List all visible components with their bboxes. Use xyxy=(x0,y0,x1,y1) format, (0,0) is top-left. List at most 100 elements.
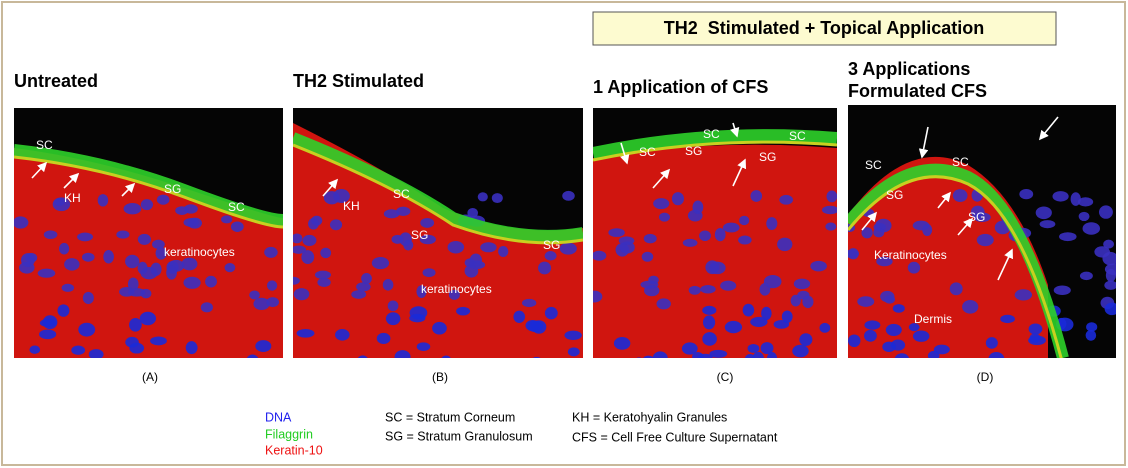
nucleus xyxy=(1104,280,1116,290)
nucleus xyxy=(760,342,774,355)
nucleus xyxy=(183,276,201,289)
arrow xyxy=(620,142,630,165)
nucleus xyxy=(912,220,930,231)
nucleus xyxy=(43,230,58,239)
nucleus xyxy=(1105,268,1116,282)
region-label: Dermis xyxy=(914,312,952,326)
nucleus xyxy=(799,333,813,346)
nucleus xyxy=(907,261,921,274)
nucleus xyxy=(394,350,411,358)
nucleus xyxy=(308,217,319,230)
banner-box xyxy=(592,11,1057,46)
nucleus xyxy=(653,198,670,210)
nucleus xyxy=(985,337,998,349)
nucleus xyxy=(1035,206,1052,220)
filaggrin xyxy=(293,132,583,242)
arrow xyxy=(997,248,1013,281)
panel-caption: (A) xyxy=(142,370,158,384)
nucleus xyxy=(962,300,979,314)
nucleus xyxy=(752,351,764,358)
nucleus xyxy=(777,237,793,252)
nucleus xyxy=(699,230,711,242)
nucleus xyxy=(14,216,29,229)
nucleus xyxy=(527,320,543,333)
nucleus xyxy=(293,288,310,301)
nucleus xyxy=(491,193,503,204)
nucleus xyxy=(97,194,109,207)
nucleus xyxy=(357,355,368,358)
nucleus xyxy=(314,270,331,280)
nucleus xyxy=(456,306,471,316)
nucleus xyxy=(810,260,827,272)
nucleus xyxy=(150,336,167,346)
nucleus xyxy=(293,233,303,244)
nucleus xyxy=(59,242,70,255)
nucleus xyxy=(1085,329,1097,341)
filaggrin xyxy=(14,144,283,226)
nucleus xyxy=(116,230,130,239)
nucleus xyxy=(21,253,35,268)
nucleus xyxy=(861,227,873,239)
nucleus xyxy=(802,295,814,309)
filaggrin-edge xyxy=(848,175,1063,358)
nucleus xyxy=(766,217,778,230)
nucleus xyxy=(819,322,831,333)
nucleus xyxy=(200,302,213,313)
nucleus xyxy=(329,219,343,231)
nucleus xyxy=(391,234,404,244)
nucleus xyxy=(152,239,165,250)
nucleus xyxy=(205,275,217,288)
nucleus xyxy=(864,329,877,342)
nucleus xyxy=(742,303,755,317)
nucleus xyxy=(882,341,896,352)
nucleus xyxy=(618,236,635,246)
panel-title: Formulated CFS xyxy=(848,81,987,101)
nucleus xyxy=(467,207,479,218)
nucleus xyxy=(356,282,371,292)
legend-stain: Keratin-10 xyxy=(265,443,323,457)
nucleus xyxy=(636,357,642,358)
nucleus xyxy=(301,250,315,264)
nucleus xyxy=(129,318,142,332)
nucleus xyxy=(688,285,701,295)
nucleus xyxy=(793,278,811,290)
nucleus xyxy=(64,258,80,271)
keratin xyxy=(593,144,837,358)
arrow xyxy=(322,178,339,197)
region-label: SG xyxy=(685,144,702,158)
nucleus xyxy=(643,233,657,244)
arrow xyxy=(31,161,48,179)
nucleus xyxy=(1028,323,1043,335)
nucleus xyxy=(323,191,340,205)
nucleus xyxy=(608,228,625,238)
nucleus xyxy=(71,345,86,355)
nucleus xyxy=(1059,232,1077,242)
nucleus xyxy=(255,340,272,352)
nucleus xyxy=(29,345,41,354)
nucleus xyxy=(1099,205,1113,219)
nucleus xyxy=(700,284,716,294)
region-label: SC xyxy=(36,138,53,152)
nucleus xyxy=(432,321,447,335)
nucleus xyxy=(409,313,426,323)
nucleus xyxy=(1086,322,1098,332)
nucleus xyxy=(480,242,497,253)
nucleus xyxy=(739,215,750,226)
nucleus xyxy=(140,267,158,280)
region-label: SC xyxy=(865,158,882,172)
nucleus xyxy=(416,285,427,299)
nucleus xyxy=(296,328,315,338)
nucleus xyxy=(37,268,56,278)
panel-title: 3 Applications xyxy=(848,59,970,79)
nucleus xyxy=(747,344,760,353)
nucleus xyxy=(681,342,698,355)
region-label: SC xyxy=(393,187,410,201)
nucleus xyxy=(320,247,332,259)
nucleus xyxy=(559,242,577,255)
nucleus xyxy=(567,347,580,357)
region-label: SG xyxy=(164,182,181,196)
nucleus xyxy=(293,245,307,254)
nucleus xyxy=(376,332,391,345)
nucleus xyxy=(671,192,684,206)
nucleus xyxy=(659,212,670,222)
